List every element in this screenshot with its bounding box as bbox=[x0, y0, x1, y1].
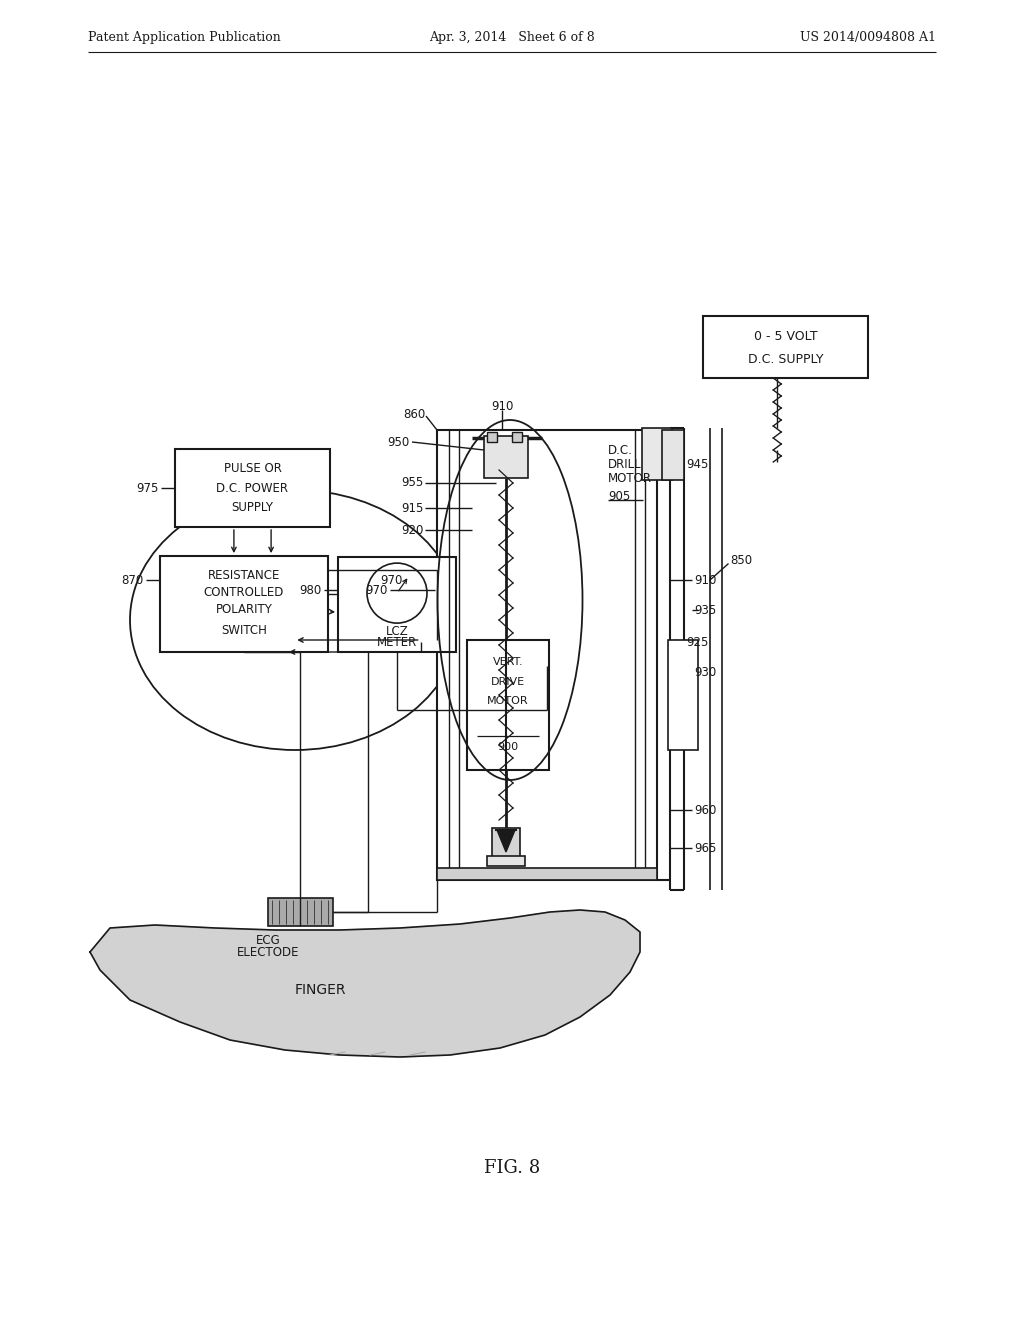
Text: Patent Application Publication: Patent Application Publication bbox=[88, 32, 281, 45]
FancyBboxPatch shape bbox=[437, 430, 657, 880]
Text: 870: 870 bbox=[122, 573, 144, 586]
Text: DRILL: DRILL bbox=[608, 458, 642, 470]
Text: 945: 945 bbox=[686, 458, 709, 471]
FancyBboxPatch shape bbox=[492, 828, 520, 861]
FancyBboxPatch shape bbox=[662, 430, 684, 480]
FancyBboxPatch shape bbox=[268, 898, 333, 927]
Text: 960: 960 bbox=[694, 804, 717, 817]
Text: ELECTODE: ELECTODE bbox=[237, 945, 299, 958]
Text: MOTOR: MOTOR bbox=[487, 696, 528, 706]
Text: VERT.: VERT. bbox=[493, 657, 523, 667]
FancyBboxPatch shape bbox=[484, 436, 528, 478]
FancyBboxPatch shape bbox=[487, 855, 525, 866]
Text: 0 - 5 VOLT: 0 - 5 VOLT bbox=[754, 330, 817, 343]
Text: 900: 900 bbox=[498, 742, 518, 751]
Text: SUPPLY: SUPPLY bbox=[231, 502, 273, 513]
Text: 955: 955 bbox=[401, 477, 424, 490]
FancyBboxPatch shape bbox=[175, 449, 330, 527]
Text: FINGER: FINGER bbox=[294, 983, 346, 997]
Text: D.C. POWER: D.C. POWER bbox=[216, 482, 289, 495]
FancyBboxPatch shape bbox=[338, 557, 456, 652]
Text: 950: 950 bbox=[388, 436, 410, 449]
Text: RESISTANCE: RESISTANCE bbox=[208, 569, 281, 582]
Text: 970: 970 bbox=[366, 583, 388, 597]
Text: US 2014/0094808 A1: US 2014/0094808 A1 bbox=[800, 32, 936, 45]
Polygon shape bbox=[497, 830, 515, 851]
FancyBboxPatch shape bbox=[160, 556, 328, 652]
Text: FIG. 8: FIG. 8 bbox=[484, 1159, 540, 1177]
Text: 970: 970 bbox=[381, 573, 403, 586]
Text: 910: 910 bbox=[694, 573, 717, 586]
Text: POLARITY: POLARITY bbox=[216, 603, 272, 616]
Text: 850: 850 bbox=[730, 553, 752, 566]
Text: METER: METER bbox=[377, 636, 417, 649]
Text: 910: 910 bbox=[490, 400, 513, 412]
Text: CONTROLLED: CONTROLLED bbox=[204, 586, 285, 599]
FancyBboxPatch shape bbox=[642, 428, 672, 480]
FancyBboxPatch shape bbox=[668, 640, 698, 750]
Text: 915: 915 bbox=[401, 502, 424, 515]
Text: MOTOR: MOTOR bbox=[608, 471, 652, 484]
Text: 930: 930 bbox=[694, 665, 716, 678]
Text: 925: 925 bbox=[686, 635, 709, 648]
Text: DRIVE: DRIVE bbox=[490, 677, 525, 686]
Text: 935: 935 bbox=[694, 603, 716, 616]
FancyBboxPatch shape bbox=[437, 869, 657, 880]
FancyBboxPatch shape bbox=[467, 640, 549, 770]
Text: D.C.: D.C. bbox=[608, 444, 633, 457]
Text: 980: 980 bbox=[300, 583, 322, 597]
FancyBboxPatch shape bbox=[487, 432, 497, 442]
Text: Apr. 3, 2014   Sheet 6 of 8: Apr. 3, 2014 Sheet 6 of 8 bbox=[429, 32, 595, 45]
Text: LCZ: LCZ bbox=[386, 624, 409, 638]
Text: ECG: ECG bbox=[256, 933, 281, 946]
Text: 975: 975 bbox=[136, 482, 159, 495]
FancyBboxPatch shape bbox=[703, 315, 868, 378]
Text: 860: 860 bbox=[402, 408, 425, 421]
Text: 965: 965 bbox=[694, 842, 717, 854]
Text: SWITCH: SWITCH bbox=[221, 624, 267, 638]
Text: 905: 905 bbox=[608, 490, 630, 503]
FancyBboxPatch shape bbox=[512, 432, 522, 442]
Text: D.C. SUPPLY: D.C. SUPPLY bbox=[748, 352, 823, 366]
Text: PULSE OR: PULSE OR bbox=[223, 462, 282, 475]
Text: 920: 920 bbox=[401, 524, 424, 536]
Polygon shape bbox=[90, 909, 640, 1057]
